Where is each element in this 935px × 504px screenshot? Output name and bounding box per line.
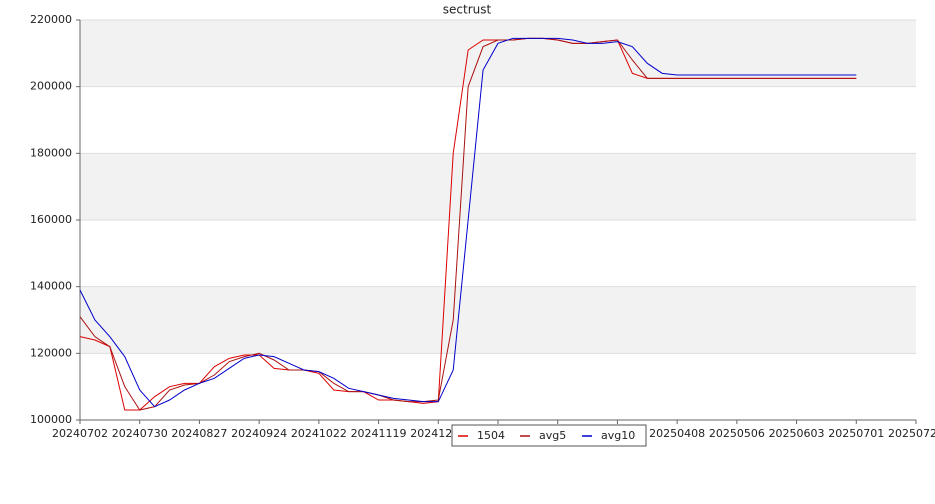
- x-tick-label: 20250701: [828, 427, 884, 440]
- legend-label: avg5: [539, 429, 566, 442]
- grid-band: [80, 153, 916, 220]
- series-line: [79, 37, 857, 408]
- y-tick-label: 200000: [30, 80, 72, 93]
- x-tick-label: 20240730: [112, 427, 168, 440]
- x-tick-label: 20240702: [52, 427, 108, 440]
- y-tick-label: 120000: [30, 346, 72, 359]
- grid-band: [80, 20, 916, 87]
- x-tick-label: 20250603: [769, 427, 825, 440]
- x-tick-label: 20240924: [231, 427, 287, 440]
- legend-label: 1504: [477, 429, 505, 442]
- y-tick-label: 140000: [30, 280, 72, 293]
- legend-box: [451, 424, 647, 447]
- x-tick-label: 20241022: [291, 427, 347, 440]
- legend: 1504 avg5 avg10: [451, 424, 647, 447]
- y-tick-label: 180000: [30, 146, 72, 159]
- chart-title: sectrust: [443, 3, 492, 17]
- series-line: [79, 37, 857, 411]
- x-tick-label: 20240827: [171, 427, 227, 440]
- x-tick-label: 20250506: [709, 427, 765, 440]
- y-tick-label: 100000: [30, 413, 72, 426]
- y-tick-label: 220000: [30, 13, 72, 26]
- grid-band: [80, 286, 916, 354]
- y-tick-label: 160000: [30, 213, 72, 226]
- x-tick-label: 20250729: [888, 427, 935, 440]
- x-tick-label: 20241119: [351, 427, 407, 440]
- legend-label: avg10: [601, 429, 635, 442]
- x-tick-label: 20250408: [649, 427, 705, 440]
